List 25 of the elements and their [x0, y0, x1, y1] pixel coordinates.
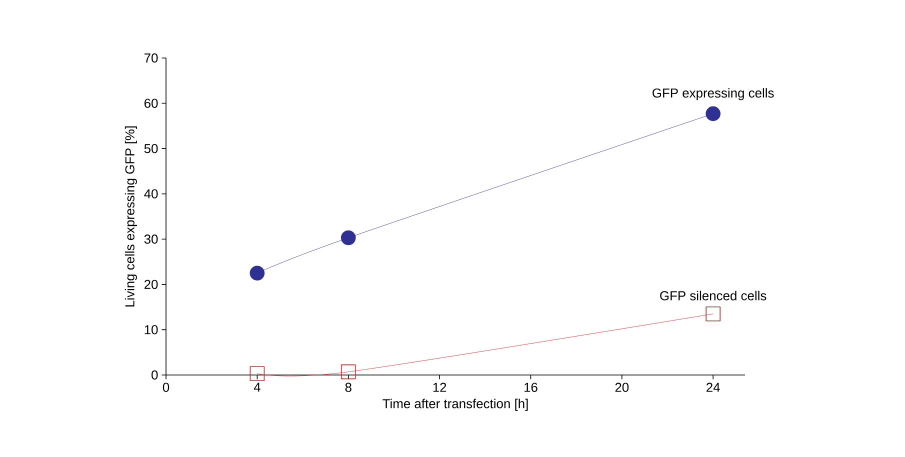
- point: [250, 266, 265, 280]
- y-tick-label: 20: [144, 280, 158, 289]
- x-tick-label: 24: [706, 382, 720, 392]
- y-tick-label: 70: [144, 53, 158, 63]
- y-tick-label: 60: [144, 98, 158, 108]
- point: [706, 106, 720, 122]
- y-tick-label: 30: [144, 234, 158, 244]
- x-tick-label: 20: [615, 382, 629, 392]
- x-tick-label: 16: [524, 382, 538, 392]
- y-tick-label: 10: [144, 325, 158, 334]
- point: [706, 306, 720, 322]
- series-label: GFP expressing cells: [652, 88, 774, 100]
- point: [340, 364, 356, 380]
- y-tick-label: 40: [144, 189, 158, 198]
- x-tick-label: 0: [162, 382, 170, 392]
- x-axis-title: Time after transfection [h]: [382, 398, 528, 411]
- y-axis-title: Living cells expressing GFP [%]: [124, 126, 137, 306]
- point: [340, 230, 356, 246]
- x-tick-label: 8: [345, 382, 352, 392]
- x-tick-label: 12: [433, 382, 446, 392]
- x-tick-label: 4: [254, 382, 260, 392]
- y-tick-label: 50: [144, 144, 158, 154]
- point: [250, 366, 265, 382]
- series-label: GFP silenced cells: [660, 290, 766, 300]
- y-tick-label: 0: [152, 370, 158, 380]
